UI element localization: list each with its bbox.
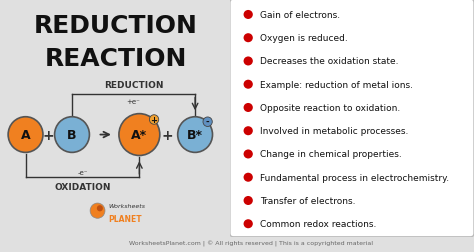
Circle shape [8, 117, 43, 153]
Text: WorksheetsPlanet.com | © All rights reserved | This is a copyrighted material: WorksheetsPlanet.com | © All rights rese… [129, 240, 373, 246]
Text: Example: reduction of metal ions.: Example: reduction of metal ions. [260, 80, 413, 89]
Text: +: + [43, 128, 55, 142]
Circle shape [244, 173, 253, 182]
Text: Decreases the oxidation state.: Decreases the oxidation state. [260, 57, 399, 66]
Text: REDUCTION: REDUCTION [104, 81, 164, 90]
Circle shape [244, 57, 253, 66]
FancyBboxPatch shape [230, 0, 474, 237]
Text: Involved in metabolic processes.: Involved in metabolic processes. [260, 127, 409, 136]
Circle shape [149, 115, 159, 125]
Text: Transfer of electrons.: Transfer of electrons. [260, 196, 356, 205]
Circle shape [244, 80, 253, 89]
Text: A: A [21, 129, 30, 141]
Text: REACTION: REACTION [45, 47, 187, 71]
Text: PLANET: PLANET [108, 214, 142, 223]
Text: Change in chemical properties.: Change in chemical properties. [260, 150, 402, 159]
Circle shape [244, 104, 253, 113]
Text: Worksheets: Worksheets [108, 203, 145, 208]
Circle shape [90, 203, 105, 218]
Text: -e⁻: -e⁻ [77, 169, 88, 175]
Text: B: B [67, 129, 77, 141]
Text: Fundamental process in electrochemistry.: Fundamental process in electrochemistry. [260, 173, 449, 182]
Text: +e⁻: +e⁻ [127, 98, 140, 104]
Circle shape [97, 205, 103, 211]
Circle shape [244, 219, 253, 228]
Text: A*: A* [131, 129, 147, 141]
Circle shape [55, 117, 90, 153]
Text: REDUCTION: REDUCTION [34, 14, 198, 38]
Text: +: + [151, 115, 157, 124]
Text: Gain of electrons.: Gain of electrons. [260, 11, 340, 20]
Circle shape [203, 117, 212, 127]
Text: -: - [206, 118, 210, 127]
Circle shape [178, 117, 212, 153]
Circle shape [244, 196, 253, 205]
Circle shape [244, 34, 253, 43]
Text: Oxygen is reduced.: Oxygen is reduced. [260, 34, 348, 43]
Text: Common redox reactions.: Common redox reactions. [260, 219, 377, 228]
Text: OXIDATION: OXIDATION [54, 182, 111, 191]
Circle shape [244, 150, 253, 159]
Circle shape [244, 11, 253, 20]
Text: B*: B* [187, 129, 203, 141]
Text: +: + [162, 128, 173, 142]
Text: Opposite reaction to oxidation.: Opposite reaction to oxidation. [260, 104, 401, 113]
Circle shape [244, 127, 253, 136]
Circle shape [119, 114, 160, 156]
